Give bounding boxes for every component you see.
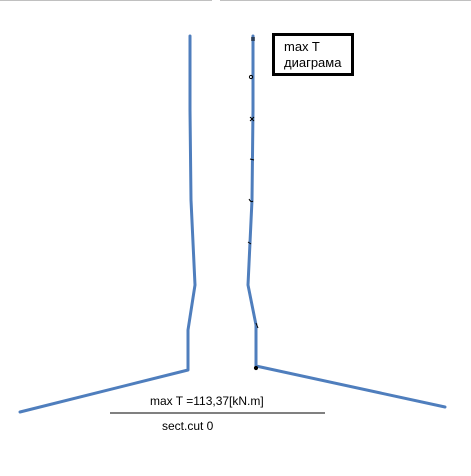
section-outline-right: [246, 34, 447, 409]
max-t-value-label: max T =113,37[kN.m]: [150, 394, 264, 408]
legend-title: max T: [284, 39, 320, 54]
diagram-tick: [249, 158, 255, 161]
diagram-tick: [253, 365, 259, 371]
diagram-tick: [248, 198, 254, 203]
diagram-tick: [247, 241, 252, 245]
section-cut-label: sect.cut 0: [162, 419, 214, 433]
legend-subtitle: диаграма: [284, 55, 342, 70]
diagram-tick: [255, 322, 259, 329]
max-t-diagram-ticks: [247, 37, 259, 371]
legend-box: max T диаграма: [272, 33, 354, 76]
diagram-tick: [249, 116, 255, 122]
section-outline-left: [18, 34, 197, 414]
diagram-tick: [248, 74, 254, 80]
